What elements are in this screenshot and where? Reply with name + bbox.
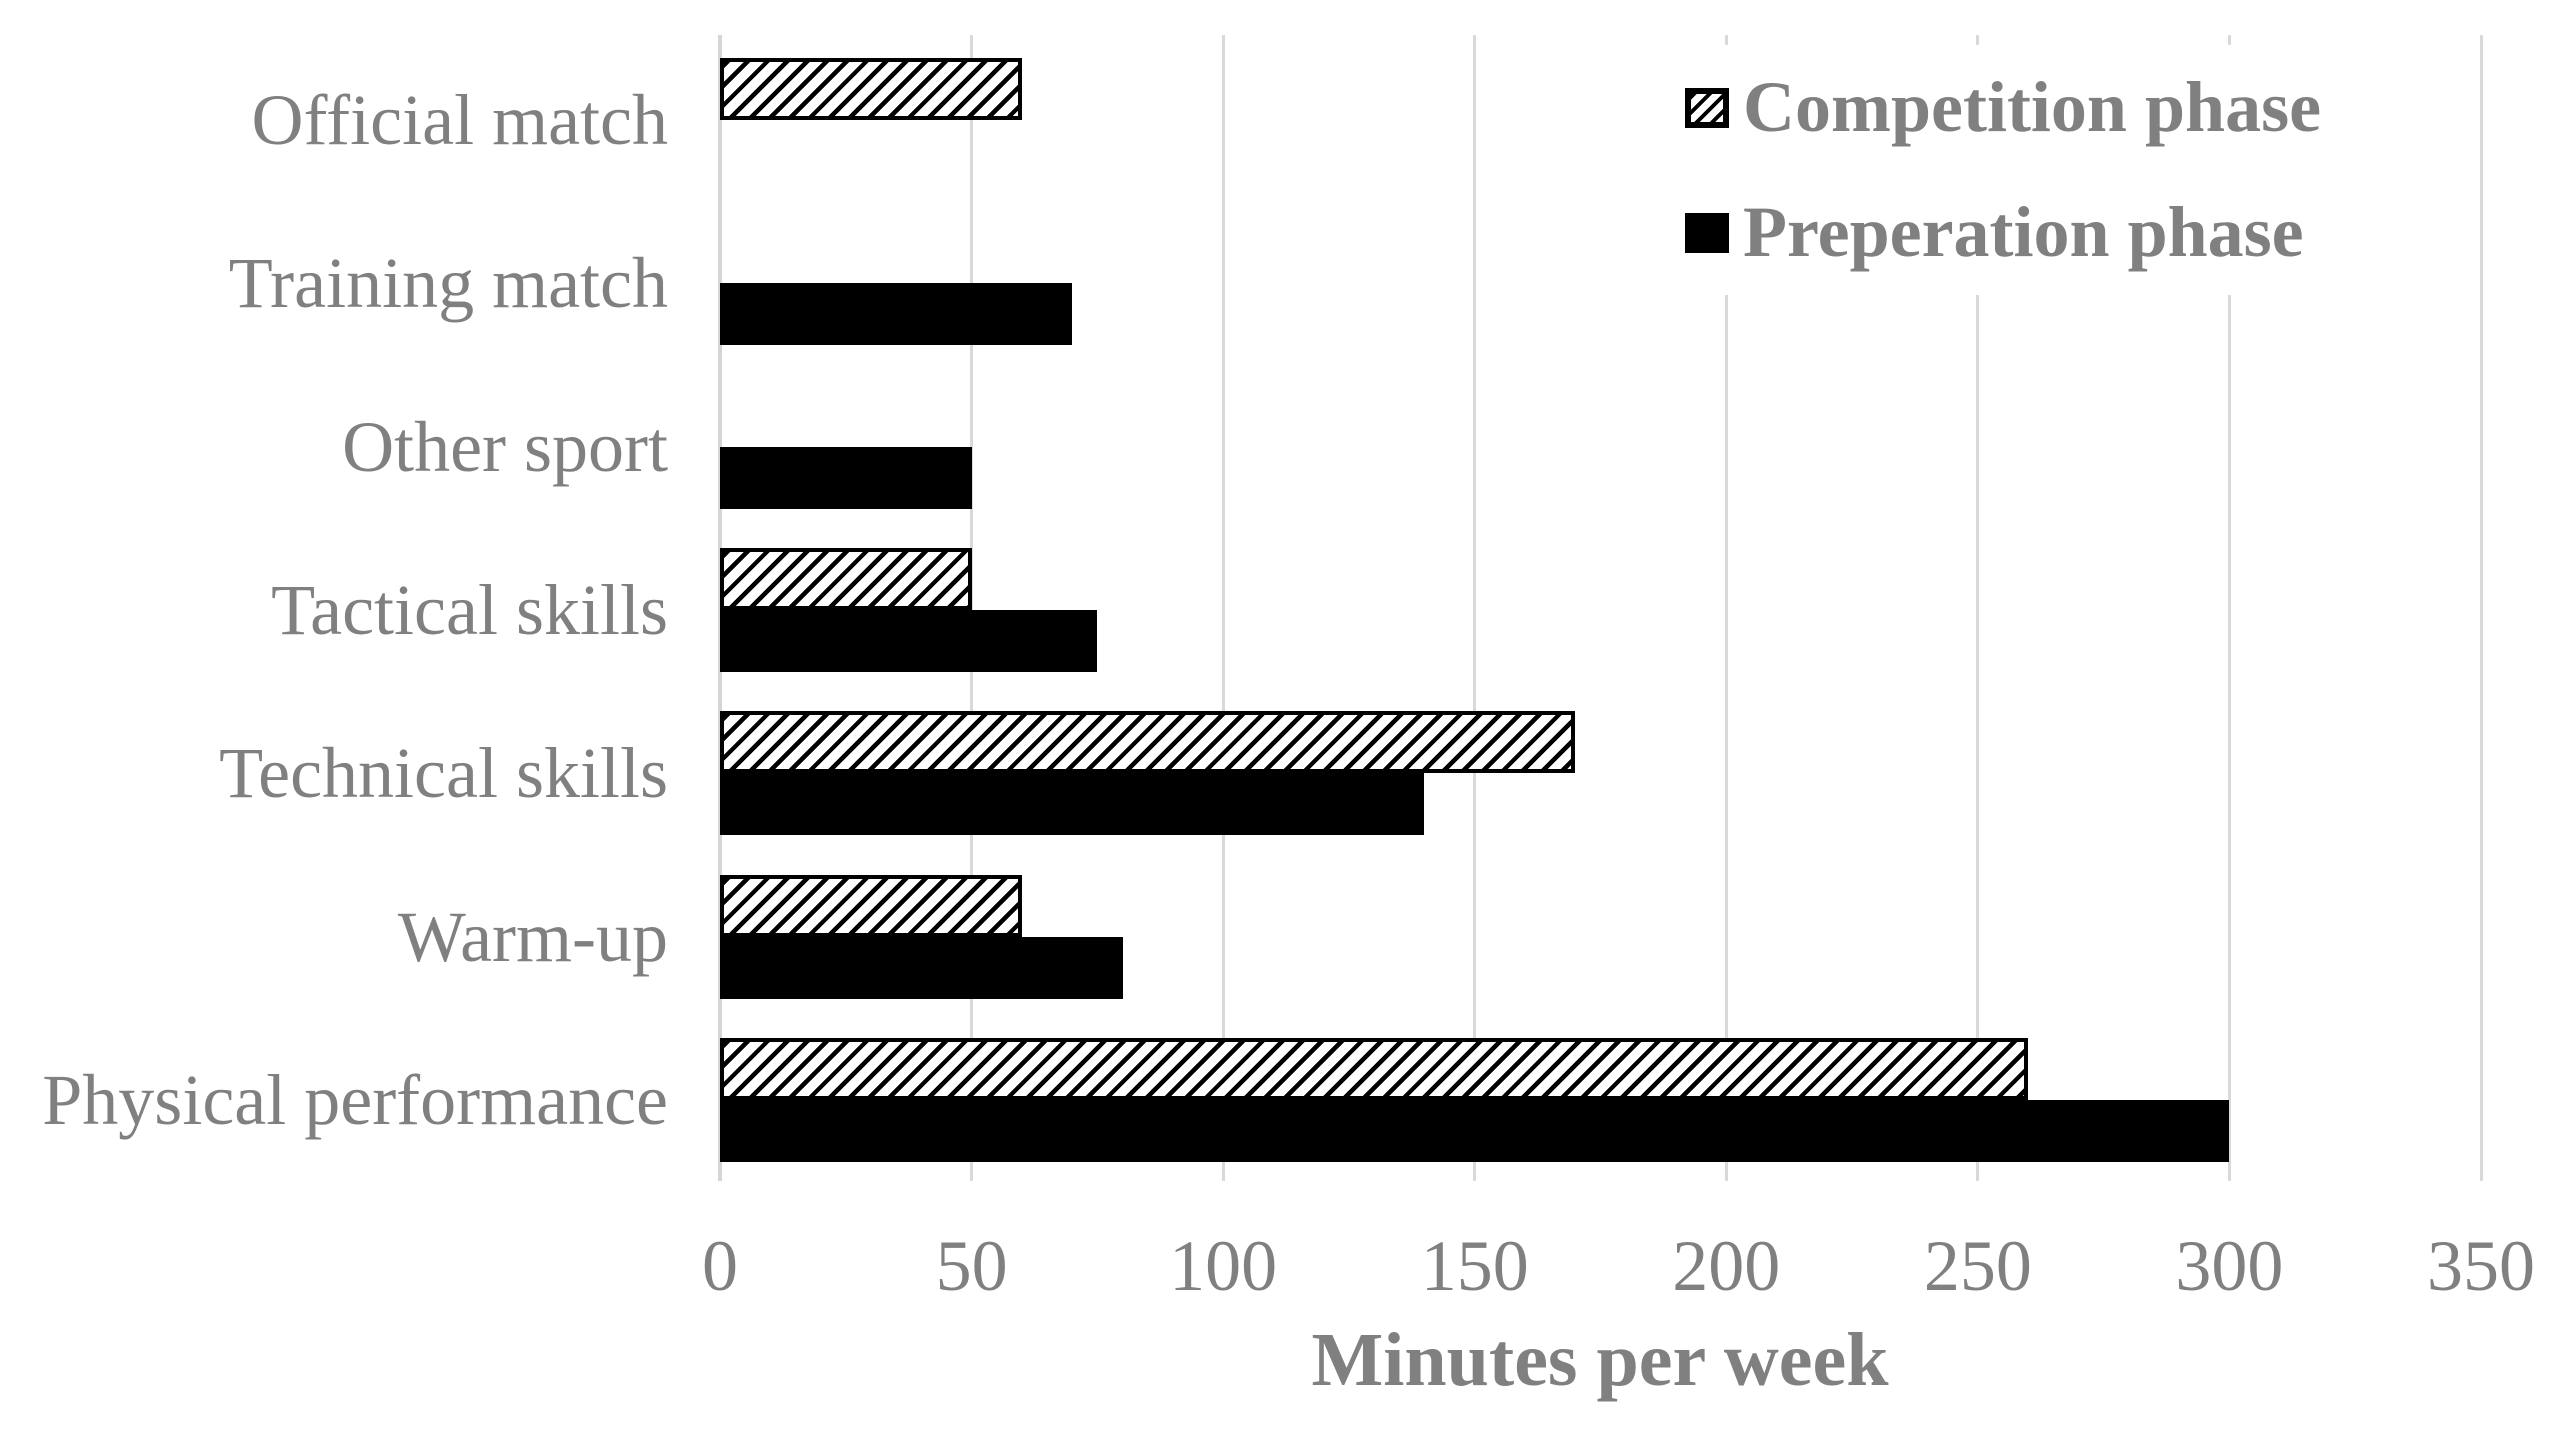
- gridline: [2479, 35, 2483, 1181]
- category-label: Physical performance: [42, 1059, 668, 1140]
- bar-preperation-phase: [720, 609, 1098, 672]
- gridline: [2227, 35, 2231, 1181]
- bar-competition-phase: [720, 547, 972, 610]
- bar-preperation-phase: [720, 446, 972, 509]
- legend-swatch-solid-icon: [1685, 212, 1729, 253]
- legend-label-preperation-phase: Preperation phase: [1743, 192, 2304, 272]
- gridline: [1724, 35, 1728, 1181]
- category-label: Training match: [228, 243, 668, 324]
- x-tick-label: 200: [1672, 1226, 1781, 1306]
- category-label: Technical skills: [219, 733, 668, 814]
- x-tick-label: 350: [2427, 1226, 2535, 1306]
- bar-competition-phase: [720, 1037, 2029, 1100]
- x-tick-label: 150: [1420, 1226, 1529, 1306]
- category-label: Tactical skills: [271, 569, 668, 650]
- x-tick-label: 0: [702, 1226, 738, 1306]
- x-axis-title: Minutes per week: [1311, 1318, 1889, 1402]
- legend-swatch-hatched-icon: [1685, 87, 1729, 128]
- x-tick-label: 100: [1169, 1226, 1278, 1306]
- legend-item-competition-phase: Competition phase: [1685, 48, 2385, 168]
- x-tick-label: 50: [935, 1226, 1008, 1306]
- legend: Competition phase Preperation phase: [1685, 45, 2385, 295]
- gridline: [1976, 35, 1980, 1181]
- bar-competition-phase: [720, 58, 1022, 120]
- x-tick-label: 250: [1923, 1226, 2032, 1306]
- legend-item-preperation-phase: Preperation phase: [1685, 173, 2385, 293]
- bar-competition-phase: [720, 711, 1576, 774]
- bar-preperation-phase: [720, 936, 1123, 999]
- x-tick-label: 300: [2175, 1226, 2284, 1306]
- gridline: [1221, 35, 1225, 1181]
- category-label: Other sport: [342, 406, 668, 487]
- category-label: Warm-up: [397, 896, 668, 977]
- gridline: [970, 35, 974, 1181]
- bar-competition-phase: [720, 874, 1022, 937]
- bar-preperation-phase: [720, 773, 1425, 836]
- gridline: [1473, 35, 1477, 1181]
- category-label: Official match: [251, 80, 669, 160]
- bar-preperation-phase: [720, 1099, 2230, 1162]
- bar-preperation-phase: [720, 283, 1073, 346]
- legend-label-competition-phase: Competition phase: [1743, 67, 2322, 147]
